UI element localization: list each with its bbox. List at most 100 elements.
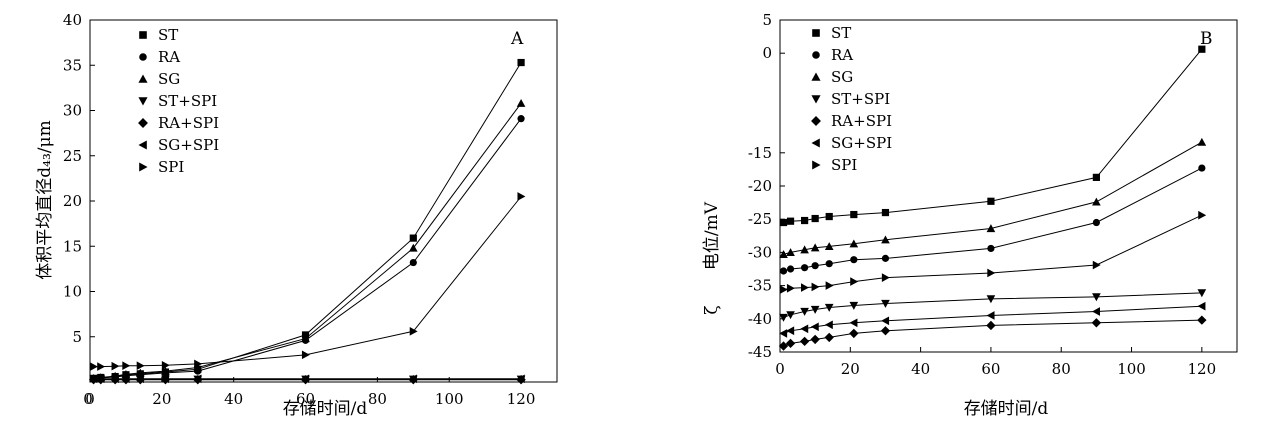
- panel-a-legend-label: SPI: [158, 158, 184, 176]
- panel-b-data-point: [785, 338, 796, 349]
- panel-a-y-tick-label: 15: [63, 237, 82, 255]
- panel-a-data-point: [161, 374, 170, 384]
- panel-b-data-point: [801, 283, 809, 292]
- panel-a-data-point: [193, 374, 202, 384]
- panel-a-data-point: [111, 361, 120, 371]
- panel-b-data-point: [986, 295, 996, 304]
- panel-b-x-tick-label: 40: [911, 360, 930, 378]
- chart-panel-a: A 存储时间/d 体积平均直径d₄₃/μm 0 20 40 60 80 100 120 5 10…: [35, 11, 558, 419]
- panel-b-series: [779, 45, 1206, 227]
- panel-a-data-point: [122, 361, 131, 371]
- panel-b-data-point: [1092, 260, 1101, 270]
- panel-a-y-tick-label: 40: [63, 11, 82, 29]
- panel-b-data-point: [799, 336, 810, 347]
- panel-b-data-point: [986, 320, 996, 331]
- panel-b-legend-label: SG: [831, 68, 853, 86]
- panel-b-data-point: [779, 218, 788, 227]
- panel-b-series: [779, 289, 1207, 322]
- panel-a-data-point: [89, 362, 98, 371]
- panel-b-series: [779, 301, 1206, 338]
- panel-a-series-line: [93, 118, 522, 379]
- panel-a-legend-marker: [138, 118, 148, 128]
- panel-b-data-point: [1092, 307, 1100, 316]
- panel-b-data-point: [800, 307, 809, 316]
- panel-b-data-point: [987, 244, 995, 253]
- panel-a-data-point: [193, 363, 203, 372]
- panel-b-data-point: [881, 254, 890, 262]
- panel-b-legend-label: SPI: [831, 156, 857, 174]
- panel-b-data-point: [1198, 210, 1207, 220]
- panel-a-series: [89, 98, 526, 382]
- panel-b-y-tick-label: -40: [748, 310, 772, 328]
- panel-a-y-tick-label: 30: [63, 102, 82, 120]
- panel-a-legend-label: SG+SPI: [158, 136, 219, 154]
- panel-a-y-tick-label: 5: [72, 328, 82, 346]
- panel-a-data-point: [161, 360, 170, 370]
- panel-b-data-point: [881, 299, 890, 308]
- panel-a-data-point: [408, 374, 417, 384]
- panel-b-data-point: [987, 197, 995, 205]
- panel-a-data-point: [516, 374, 525, 384]
- panel-b-data-point: [824, 242, 834, 251]
- panel-a-y-tick-label: 35: [63, 56, 82, 74]
- panel-a-data-point: [110, 374, 119, 384]
- panel-b-data-point: [987, 268, 996, 278]
- panel-label-a: A: [510, 29, 524, 49]
- panel-a-x-tick-label: 20: [152, 390, 171, 408]
- panel-b-series-line: [783, 141, 1203, 255]
- panel-a-series-line: [93, 196, 522, 368]
- panel-a-legend-marker: [138, 97, 148, 106]
- panel-b-data-point: [881, 208, 890, 217]
- panel-b-data-point: [881, 316, 890, 326]
- y-axis-label-prefix-b: ζ: [702, 305, 722, 314]
- panel-a-legend-marker: [139, 53, 147, 61]
- panel-b-x-tick-label: 0: [775, 360, 785, 378]
- panel-b-data-point: [786, 265, 795, 273]
- panel-b-data-point: [1092, 173, 1100, 181]
- panel-a-legend-marker: [139, 162, 148, 172]
- panel-b-series: [779, 137, 1207, 258]
- panel-b-data-point: [810, 322, 819, 332]
- panel-b-legend-marker: [811, 138, 820, 148]
- panel-b-data-point: [810, 243, 820, 252]
- panel-b-x-tick-label: 20: [841, 360, 860, 378]
- panel-b-data-point: [779, 329, 788, 338]
- panel-a-data-point: [516, 98, 526, 107]
- panel-b-legend-marker: [812, 29, 820, 37]
- panel-b-y-tick-label: -15: [748, 144, 772, 162]
- panel-a-data-point: [97, 362, 106, 371]
- panel-b-data-point: [825, 281, 834, 290]
- panel-b-data-point: [881, 235, 890, 244]
- panel-a-data-point: [408, 243, 418, 252]
- panel-b-data-point: [811, 282, 820, 292]
- panel-b-data-point: [850, 210, 858, 219]
- panel-b-data-point: [850, 256, 858, 264]
- panel-b-series: [778, 315, 1207, 351]
- panel-a-x-tick-label: 120: [507, 390, 536, 408]
- panel-b-data-point: [1091, 318, 1102, 328]
- panel-b-x-tick-label: 60: [981, 360, 1000, 378]
- panel-b-data-point: [779, 313, 788, 322]
- x-axis-label-a: 存储时间/d: [283, 399, 368, 419]
- panel-b-legend-label: ST+SPI: [831, 90, 890, 108]
- panel-b-data-point: [824, 303, 834, 312]
- panel-b-data-point: [786, 311, 795, 320]
- panel-b-data-point: [849, 318, 858, 328]
- panel-b-y-tick-label: -20: [748, 177, 772, 195]
- panel-b-series-line: [783, 305, 1202, 334]
- y-axis-label-b: 电位/mV: [702, 201, 722, 270]
- panel-b-data-point: [810, 305, 820, 314]
- panel-b-y-tick-label: 0: [762, 44, 772, 62]
- panel-b-data-point: [800, 324, 809, 334]
- panel-b-data-point: [811, 214, 819, 223]
- panel-b-x-tick-label: 120: [1188, 360, 1217, 378]
- panel-b-data-point: [786, 283, 795, 293]
- panel-b-series: [779, 164, 1206, 275]
- panel-b-data-point: [1197, 301, 1206, 311]
- x-axis-label-b: 存储时间/d: [964, 399, 1049, 419]
- panel-b-legend-marker: [812, 160, 821, 170]
- panel-a-legend-marker: [138, 74, 148, 83]
- panel-a-series: [89, 58, 525, 382]
- panel-b-data-point: [1198, 164, 1206, 172]
